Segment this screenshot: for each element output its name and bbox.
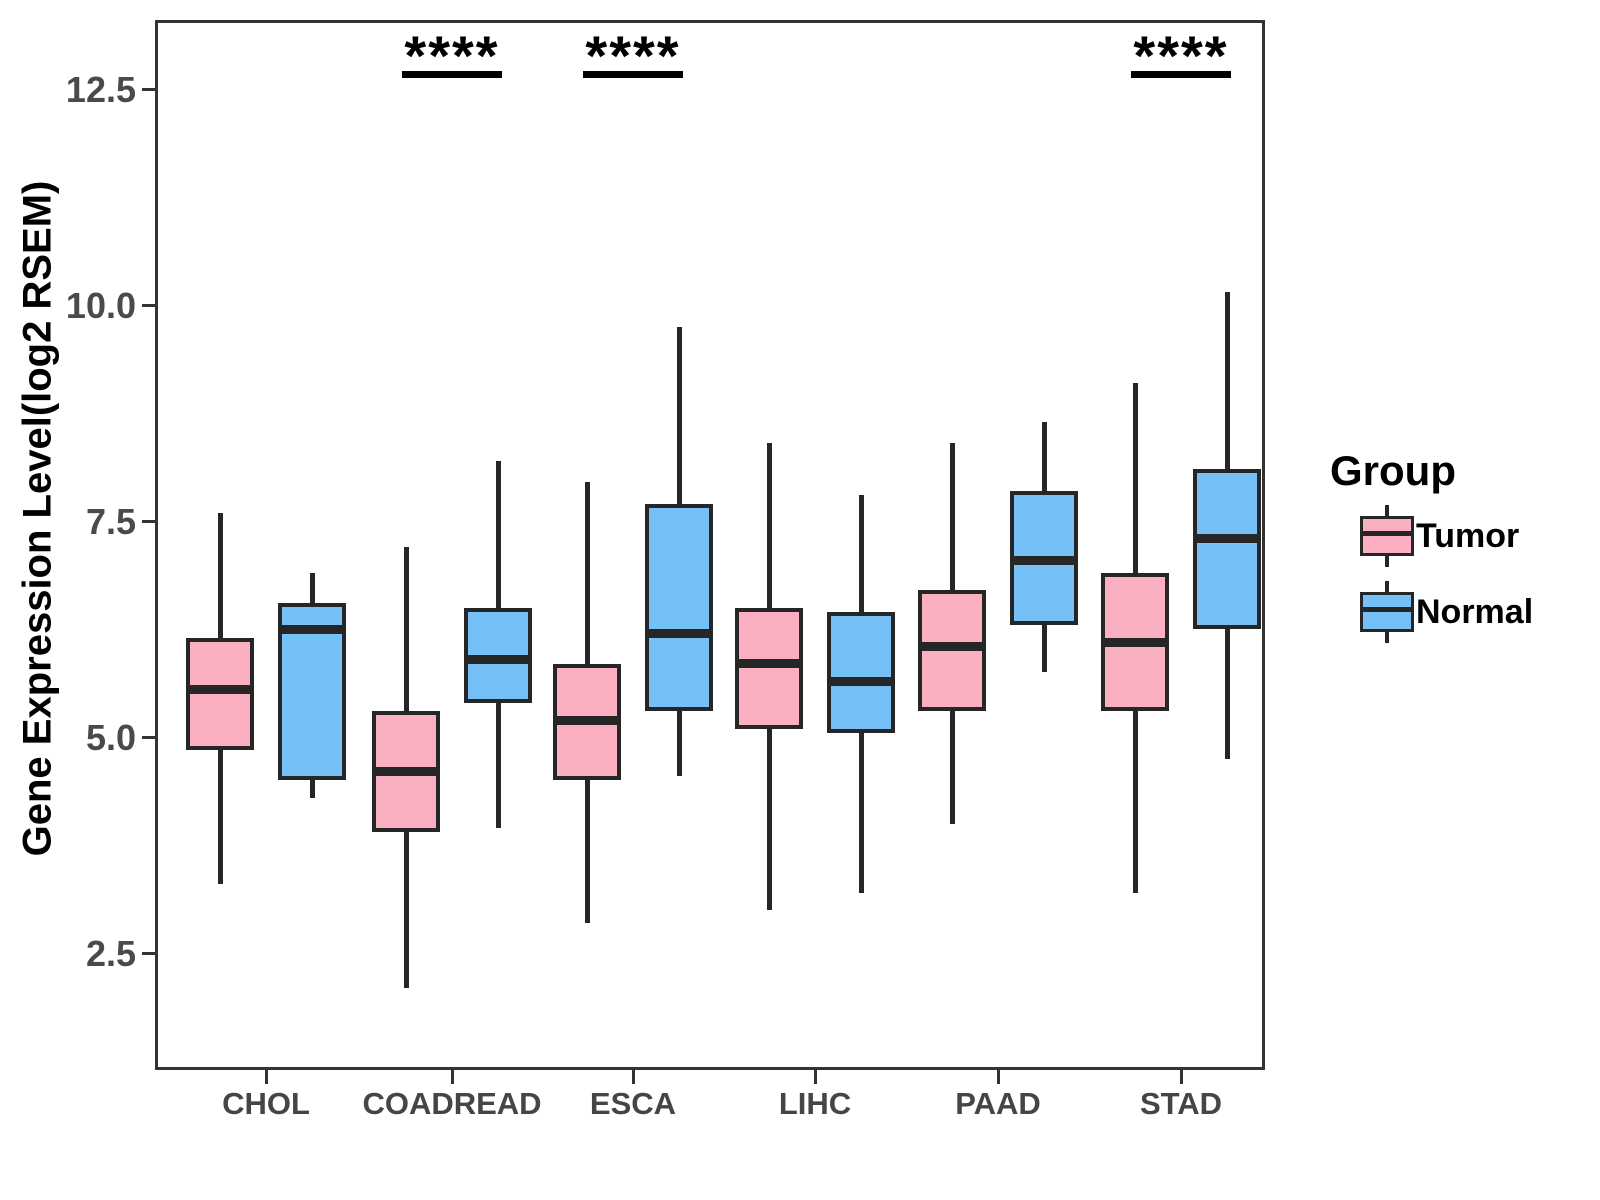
y-tick-mark-5 (142, 735, 155, 739)
x-tick-mark-lihc (813, 1070, 817, 1084)
box-lihc-normal (827, 611, 895, 733)
y-tick-label-12.5: 12.5 (65, 69, 136, 111)
y-tick-mark-12.5 (142, 87, 155, 91)
legend-label-normal: Normal (1416, 593, 1534, 631)
significance-bar-stad (1131, 71, 1231, 78)
median-esca-normal (645, 629, 713, 639)
median-paad-tumor (918, 642, 986, 652)
x-tick-label-paad: PAAD (955, 1086, 1041, 1121)
x-tick-mark-stad (1179, 1070, 1183, 1084)
legend-item-normal: Normal (1330, 581, 1590, 643)
legend-key-box (1360, 592, 1414, 632)
legend-label-tumor: Tumor (1416, 517, 1520, 555)
significance-bar-coadread (402, 71, 502, 78)
legend-key-normal-boxplot-icon (1358, 581, 1416, 643)
x-tick-label-lihc: LIHC (778, 1086, 852, 1121)
median-esca-tumor (553, 715, 621, 725)
legend-key-tumor-boxplot-icon (1358, 505, 1416, 567)
y-tick-label-10: 10.0 (65, 285, 136, 327)
y-tick-mark-7.5 (142, 519, 155, 523)
legend-key-median (1360, 531, 1414, 536)
legend-item-tumor: Tumor (1330, 505, 1590, 567)
box-stad-normal (1193, 469, 1261, 630)
x-tick-label-coadread: COADREAD (362, 1086, 542, 1121)
median-lihc-normal (827, 676, 895, 686)
y-tick-mark-10 (142, 303, 155, 307)
x-tick-mark-coadread (450, 1070, 454, 1084)
x-tick-mark-paad (996, 1070, 1000, 1084)
x-tick-label-chol: CHOL (222, 1086, 310, 1121)
median-chol-tumor (186, 685, 254, 695)
median-stad-tumor (1101, 637, 1169, 647)
y-tick-label-2.5: 2.5 (85, 933, 136, 975)
legend-key-box (1360, 516, 1414, 556)
median-lihc-tumor (735, 659, 803, 669)
x-tick-mark-chol (264, 1070, 268, 1084)
x-tick-mark-esca (631, 1070, 635, 1084)
x-tick-label-stad: STAD (1139, 1086, 1223, 1121)
box-esca-normal (645, 503, 713, 712)
legend-title: Group (1330, 447, 1456, 494)
median-coadread-tumor (372, 767, 440, 777)
y-tick-label-5: 5.0 (85, 717, 136, 759)
legend-key-median (1360, 607, 1414, 612)
median-coadread-normal (464, 655, 532, 664)
median-paad-normal (1010, 555, 1078, 565)
significance-bar-esca (583, 71, 683, 78)
median-stad-normal (1193, 534, 1261, 544)
y-tick-label-7.5: 7.5 (85, 501, 136, 543)
y-tick-mark-2.5 (142, 951, 155, 955)
x-tick-label-esca: ESCA (589, 1086, 677, 1121)
median-chol-normal (278, 624, 346, 634)
